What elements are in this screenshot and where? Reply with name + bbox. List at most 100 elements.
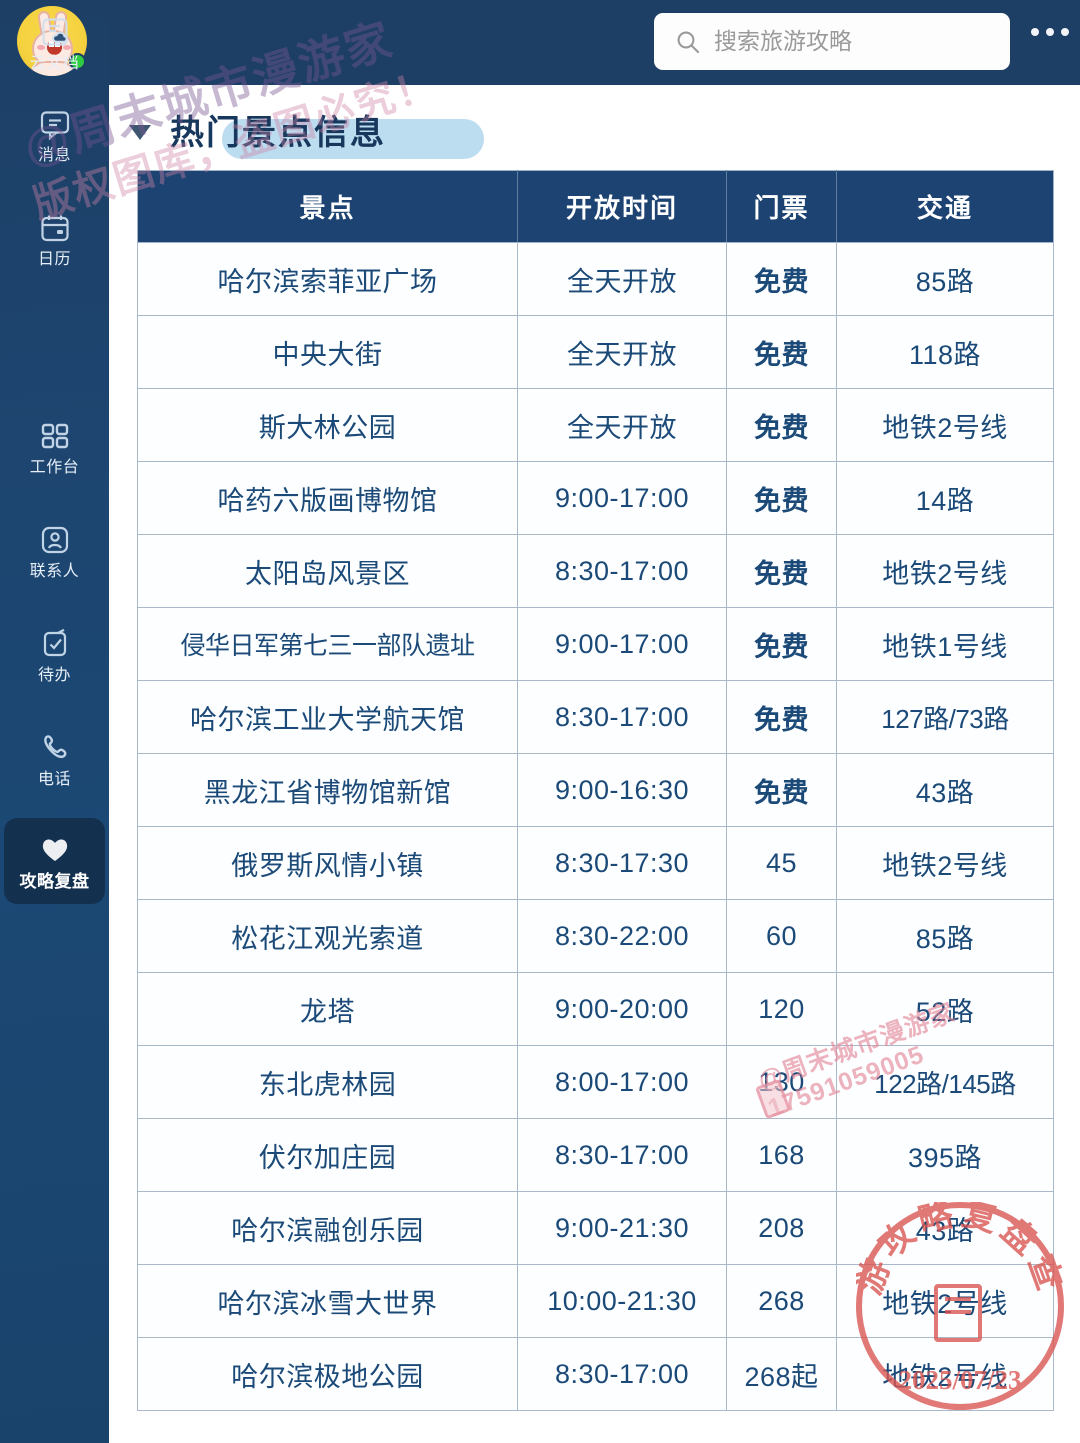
- cell-attraction-name: 松花江观光索道: [137, 899, 518, 973]
- cell-attraction-name: 哈尔滨极地公园: [137, 1337, 518, 1411]
- cell-opening-hours: 9:00-17:00: [517, 461, 727, 535]
- more-options-button[interactable]: [1031, 28, 1069, 36]
- cloud-doc-icon: [38, 15, 72, 49]
- cell-transport: 地铁2号线: [836, 1264, 1054, 1338]
- table-row[interactable]: 松花江观光索道 8:30-22:00 60 85路: [137, 899, 1054, 973]
- cell-ticket-price: 268: [726, 1264, 837, 1338]
- sidebar-item-label: 云文档: [29, 54, 80, 72]
- cell-attraction-name: 哈尔滨工业大学航天馆: [137, 680, 518, 754]
- table-row[interactable]: 侵华日军第七三一部队遗址 9:00-17:00 免费 地铁1号线: [137, 607, 1054, 681]
- cell-opening-hours: 9:00-21:30: [517, 1191, 727, 1265]
- cell-transport: 395路: [836, 1118, 1054, 1192]
- page-title-row: 热门景点信息: [129, 103, 484, 159]
- cell-attraction-name: 中央大街: [137, 315, 518, 389]
- cell-transport: 地铁1号线: [836, 607, 1054, 681]
- sidebar-item-contacts[interactable]: 联系人: [4, 508, 105, 594]
- cell-transport: 地铁2号线: [836, 534, 1054, 608]
- chevron-down-icon[interactable]: [129, 125, 151, 140]
- cell-ticket-price: 130: [726, 1045, 837, 1119]
- cell-transport: 85路: [836, 899, 1054, 973]
- table-row[interactable]: 中央大街 全天开放 免费 118路: [137, 315, 1054, 389]
- cell-transport: 43路: [836, 1191, 1054, 1265]
- cell-ticket-price: 60: [726, 899, 837, 973]
- cell-ticket-price: 268起: [726, 1337, 837, 1411]
- sidebar-item-calendar[interactable]: 日历: [4, 196, 105, 282]
- column-header-attraction[interactable]: 景点: [137, 170, 518, 243]
- cell-attraction-name: 斯大林公园: [137, 388, 518, 462]
- sidebar-item-cloud-docs[interactable]: 云文档: [4, 0, 105, 86]
- cell-opening-hours: 全天开放: [517, 315, 727, 389]
- heart-icon: [38, 832, 72, 866]
- cell-transport: 118路: [836, 315, 1054, 389]
- main-content: 热门景点信息 景点 开放时间 门票 交通 哈尔滨索菲亚广场 全天开放 免费 85路 中央…: [109, 85, 1080, 1443]
- cell-opening-hours: 全天开放: [517, 388, 727, 462]
- top-header: [109, 0, 1080, 85]
- rabbit-cheek-right: [63, 45, 71, 50]
- table-row[interactable]: 哈尔滨融创乐园 9:00-21:30 208 43路: [137, 1191, 1054, 1265]
- grid-icon: [38, 419, 72, 453]
- table-row[interactable]: 太阳岛风景区 8:30-17:00 免费 地铁2号线: [137, 534, 1054, 608]
- table-row[interactable]: 伏尔加庄园 8:30-17:00 168 395路: [137, 1118, 1054, 1192]
- column-header-ticket[interactable]: 门票: [726, 170, 837, 243]
- sidebar-item-label: 攻略复盘: [19, 872, 90, 891]
- online-status-badge: [69, 53, 86, 70]
- cell-opening-hours: 9:00-20:00: [517, 972, 727, 1046]
- title-highlight: [222, 119, 484, 159]
- cell-opening-hours: 8:30-17:30: [517, 826, 727, 900]
- cell-attraction-name: 哈药六版画博物馆: [137, 461, 518, 535]
- rabbit-cheek-left: [37, 45, 45, 50]
- cell-opening-hours: 8:30-22:00: [517, 899, 727, 973]
- table-row[interactable]: 龙塔 9:00-20:00 120 52路: [137, 972, 1054, 1046]
- table-row[interactable]: 哈尔滨索菲亚广场 全天开放 免费 85路: [137, 242, 1054, 316]
- table-row[interactable]: 哈尔滨极地公园 8:30-17:00 268起 地铁2号线: [137, 1337, 1054, 1411]
- cell-transport: 122路/145路: [836, 1045, 1054, 1119]
- cell-ticket-price: 免费: [726, 753, 837, 827]
- table-row[interactable]: 东北虎林园 8:00-17:00 130 122路/145路: [137, 1045, 1054, 1119]
- sidebar-item-workbench[interactable]: 工作台: [4, 404, 105, 490]
- calendar-icon: [38, 211, 72, 245]
- cell-ticket-price: 120: [726, 972, 837, 1046]
- message-icon: [38, 107, 72, 141]
- cell-transport: 地铁2号线: [836, 1337, 1054, 1411]
- sidebar-item-label: 待办: [37, 666, 71, 684]
- table-row[interactable]: 黑龙江省博物馆新馆 9:00-16:30 免费 43路: [137, 753, 1054, 827]
- column-header-transport[interactable]: 交通: [836, 170, 1054, 243]
- table-row[interactable]: 斯大林公园 全天开放 免费 地铁2号线: [137, 388, 1054, 462]
- cell-ticket-price: 免费: [726, 534, 837, 608]
- table-row[interactable]: 哈尔滨冰雪大世界 10:00-21:30 268 地铁2号线: [137, 1264, 1054, 1338]
- cell-opening-hours: 8:00-17:00: [517, 1045, 727, 1119]
- attractions-table-wrap: 景点 开放时间 门票 交通 哈尔滨索菲亚广场 全天开放 免费 85路 中央大街 全天开放免…: [137, 170, 1054, 1411]
- sidebar-item-label: 消息: [37, 146, 71, 164]
- dot: [1031, 28, 1039, 36]
- cell-transport: 43路: [836, 753, 1054, 827]
- sidebar-item-todo[interactable]: 待办: [4, 612, 105, 698]
- cell-ticket-price: 208: [726, 1191, 837, 1265]
- cell-transport: 14路: [836, 461, 1054, 535]
- cell-opening-hours: 全天开放: [517, 242, 727, 316]
- cell-transport: 地铁2号线: [836, 826, 1054, 900]
- cell-transport: 127路/73路: [836, 680, 1054, 754]
- table-row[interactable]: 哈药六版画博物馆 9:00-17:00 免费 14路: [137, 461, 1054, 535]
- cell-attraction-name: 太阳岛风景区: [137, 534, 518, 608]
- table-row[interactable]: 哈尔滨工业大学航天馆 8:30-17:00 免费 127路/73路: [137, 680, 1054, 754]
- cell-attraction-name: 龙塔: [137, 972, 518, 1046]
- search-input[interactable]: [714, 28, 994, 55]
- dot: [1046, 28, 1054, 36]
- cell-attraction-name: 黑龙江省博物馆新馆: [137, 753, 518, 827]
- search-icon: [675, 29, 701, 55]
- sidebar-item-label: 联系人: [29, 562, 80, 580]
- cell-attraction-name: 侵华日军第七三一部队遗址: [137, 607, 518, 681]
- cell-transport: 85路: [836, 242, 1054, 316]
- cell-attraction-name: 伏尔加庄园: [137, 1118, 518, 1192]
- sidebar-item-messages[interactable]: 消息: [4, 92, 105, 178]
- sidebar-item-strategy-review[interactable]: 攻略复盘: [4, 818, 105, 904]
- sidebar-item-phone[interactable]: 电话: [4, 716, 105, 802]
- table-row[interactable]: 俄罗斯风情小镇 8:30-17:30 45 地铁2号线: [137, 826, 1054, 900]
- column-header-hours[interactable]: 开放时间: [517, 170, 727, 243]
- attractions-table: 景点 开放时间 门票 交通 哈尔滨索菲亚广场 全天开放 免费 85路 中央大街 全天开放免…: [137, 170, 1054, 1411]
- cell-opening-hours: 8:30-17:00: [517, 534, 727, 608]
- search-bar[interactable]: [654, 13, 1010, 70]
- phone-icon: [38, 731, 72, 765]
- cell-attraction-name: 哈尔滨融创乐园: [137, 1191, 518, 1265]
- todo-icon: [38, 627, 72, 661]
